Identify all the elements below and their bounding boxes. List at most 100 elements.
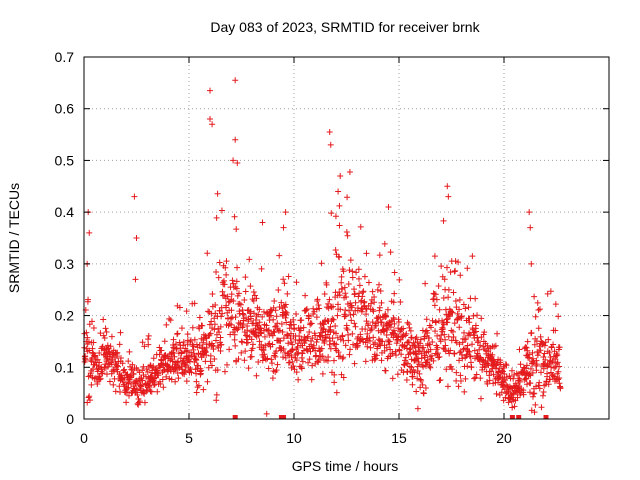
data-point	[294, 350, 301, 357]
data-point	[529, 369, 536, 376]
data-point	[285, 340, 292, 347]
data-point	[524, 338, 531, 345]
data-point	[207, 358, 214, 365]
data-point	[374, 286, 381, 293]
data-point	[459, 355, 466, 362]
data-point	[228, 307, 235, 314]
data-point	[343, 322, 350, 329]
data-point	[336, 202, 343, 209]
data-point	[241, 296, 248, 303]
data-point	[369, 319, 376, 326]
data-point	[208, 362, 215, 369]
data-point	[529, 355, 536, 362]
data-point	[170, 350, 177, 357]
data-point	[263, 356, 270, 363]
data-point	[374, 315, 381, 322]
data-point	[330, 303, 337, 310]
data-point	[372, 355, 379, 362]
data-point	[402, 354, 409, 361]
data-point	[397, 299, 404, 306]
data-point	[540, 388, 547, 395]
data-point	[535, 307, 542, 314]
data-point	[294, 344, 301, 351]
data-point	[359, 289, 366, 296]
data-point	[178, 349, 185, 356]
data-point	[341, 313, 348, 320]
data-point	[355, 266, 362, 273]
data-point	[439, 326, 446, 333]
data-point	[337, 306, 344, 313]
data-point	[493, 390, 500, 397]
data-point	[223, 361, 230, 368]
data-point	[424, 357, 431, 364]
data-point	[410, 340, 417, 347]
data-point	[453, 369, 460, 376]
data-point	[242, 332, 249, 339]
data-point	[235, 356, 242, 363]
data-point	[223, 271, 230, 278]
data-point	[187, 366, 194, 373]
data-point	[356, 282, 363, 289]
data-point	[455, 259, 462, 266]
data-point	[329, 316, 336, 323]
data-point	[216, 259, 223, 266]
data-point	[489, 351, 496, 358]
data-point	[376, 304, 383, 311]
data-point	[247, 308, 254, 315]
data-point	[310, 342, 317, 349]
data-point	[336, 292, 343, 299]
data-point	[347, 311, 354, 318]
data-point	[456, 296, 463, 303]
data-point	[333, 389, 340, 396]
data-point	[157, 380, 164, 387]
data-point	[230, 280, 237, 287]
data-point	[354, 342, 361, 349]
data-point	[548, 344, 555, 351]
data-point-zero	[281, 415, 286, 419]
data-point	[255, 359, 262, 366]
data-point	[139, 367, 146, 374]
data-point	[145, 336, 152, 343]
data-point	[531, 409, 538, 416]
data-point	[262, 342, 269, 349]
data-point	[396, 276, 403, 283]
data-point	[445, 294, 452, 301]
data-point	[214, 190, 221, 197]
data-point	[139, 377, 146, 384]
data-point	[340, 354, 347, 361]
data-point	[243, 339, 250, 346]
data-point	[282, 308, 289, 315]
data-point	[309, 335, 316, 342]
data-point	[169, 349, 176, 356]
data-point	[90, 339, 97, 346]
y-tick-label: 0.6	[55, 101, 75, 117]
data-point	[368, 300, 375, 307]
data-point	[125, 358, 132, 365]
y-tick-label: 0.2	[55, 308, 75, 324]
data-point	[261, 351, 268, 358]
data-point	[531, 390, 538, 397]
data-point	[208, 318, 215, 325]
data-point	[247, 283, 254, 290]
data-point	[363, 250, 370, 257]
plot-frame	[83, 56, 610, 420]
data-point	[239, 310, 246, 317]
data-point	[271, 329, 278, 336]
data-point	[304, 333, 311, 340]
data-point	[494, 360, 501, 367]
data-point	[373, 352, 380, 359]
data-point	[117, 329, 124, 336]
data-point	[219, 310, 226, 317]
data-point	[122, 389, 129, 396]
data-point	[387, 324, 394, 331]
data-point	[406, 339, 413, 346]
data-point	[315, 301, 322, 308]
data-point	[119, 360, 126, 367]
data-point	[527, 365, 534, 372]
data-point	[217, 323, 224, 330]
data-point	[285, 273, 292, 280]
data-point	[170, 336, 177, 343]
data-point	[180, 342, 187, 349]
data-point	[150, 355, 157, 362]
data-point	[278, 321, 285, 328]
